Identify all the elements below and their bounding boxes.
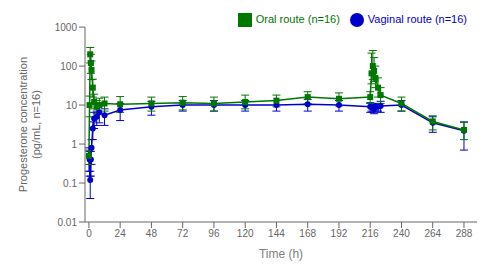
svg-text:0: 0 — [86, 228, 92, 239]
svg-text:288: 288 — [456, 228, 473, 239]
svg-text:Time (h): Time (h) — [259, 247, 303, 261]
svg-text:240: 240 — [393, 228, 410, 239]
svg-text:144: 144 — [268, 228, 285, 239]
svg-text:10: 10 — [66, 100, 78, 111]
svg-text:Progesterone concentration(pg/: Progesterone concentration(pg/mL, n=16) — [17, 57, 42, 192]
svg-text:0.01: 0.01 — [58, 217, 78, 228]
html-text:Vaginal route (n=16): Vaginal route (n=16) — [367, 13, 467, 25]
svg-text:24: 24 — [115, 228, 127, 239]
svg-text:192: 192 — [331, 228, 348, 239]
svg-text:100: 100 — [60, 61, 77, 72]
svg-text:264: 264 — [424, 228, 441, 239]
svg-text:120: 120 — [237, 228, 254, 239]
svg-text:0.1: 0.1 — [63, 178, 77, 189]
svg-text:1: 1 — [71, 139, 77, 150]
svg-text:96: 96 — [208, 228, 220, 239]
svg-text:48: 48 — [146, 228, 158, 239]
html-text:Oral route (n=16): Oral route (n=16) — [255, 13, 340, 25]
svg-text:168: 168 — [299, 228, 316, 239]
svg-text:216: 216 — [362, 228, 379, 239]
svg-text:1000: 1000 — [55, 22, 78, 33]
svg-text:72: 72 — [177, 228, 189, 239]
